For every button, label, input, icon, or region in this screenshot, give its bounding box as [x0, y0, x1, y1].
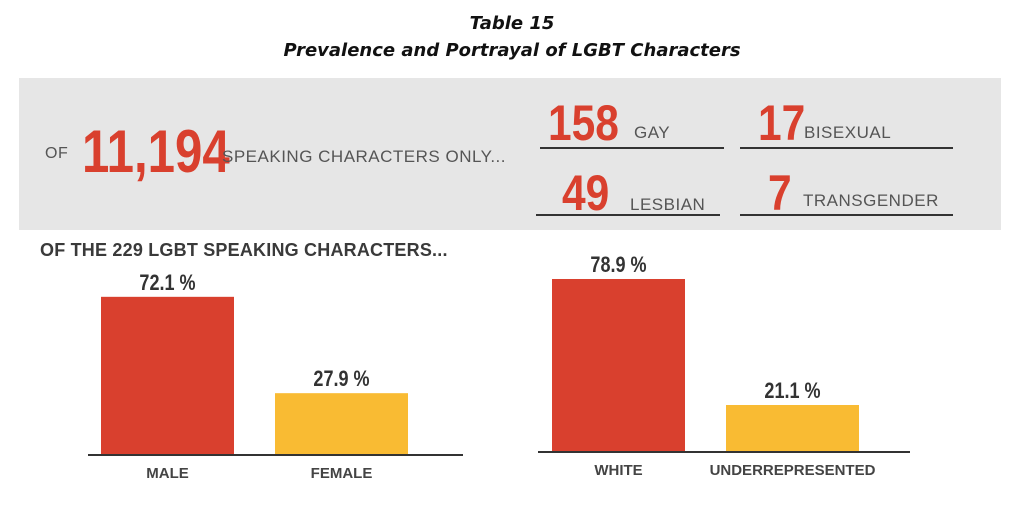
gender-value-label-male: 72.1 % [139, 271, 195, 295]
gay-label: GAY [634, 123, 671, 142]
gender-bar-male [101, 296, 234, 454]
gender-category-label-female: FEMALE [311, 465, 373, 482]
race-category-label-white: WHITE [594, 462, 642, 479]
transgender-rule [740, 214, 953, 216]
bisexual-count: 17 [758, 95, 806, 151]
total-speaking-characters: 11,194 [82, 118, 230, 185]
figure-title: Prevalence and Portrayal of LGBT Charact… [283, 40, 741, 61]
gay-rule [540, 147, 724, 149]
gender-category-label-male: MALE [146, 465, 189, 482]
gender-value-label-female: 27.9 % [313, 368, 369, 392]
race-value-label-white: 78.9 % [590, 255, 646, 277]
bisexual-label: BISEXUAL [804, 123, 892, 142]
transgender-count: 7 [768, 165, 792, 221]
lesbian-count: 49 [562, 165, 610, 221]
summary-banner [19, 78, 1001, 230]
banner-of-text: OF [45, 145, 69, 162]
section-heading: OF THE 229 LGBT SPEAKING CHARACTERS... [40, 240, 448, 260]
lesbian-rule [536, 214, 720, 216]
gender-bar-female [275, 393, 408, 454]
race-bar-white [552, 278, 685, 451]
banner-suffix-text: SPEAKING CHARACTERS ONLY... [222, 147, 506, 166]
race-value-label-underrepresented: 21.1 % [764, 379, 820, 403]
race-bar-chart: 78.9 % WHITE 21.1 % UNDERREPRESENTED [538, 255, 910, 479]
gender-bar-chart: 72.1 % MALE 27.9 % FEMALE [88, 271, 463, 482]
race-bar-underrepresented [726, 405, 859, 451]
gay-count: 158 [548, 95, 619, 151]
table-number: Table 15 [469, 13, 555, 34]
lesbian-label: LESBIAN [630, 195, 706, 214]
race-category-label-underrepresented: UNDERREPRESENTED [710, 462, 876, 479]
bisexual-rule [740, 147, 953, 149]
transgender-label: TRANSGENDER [803, 191, 939, 210]
